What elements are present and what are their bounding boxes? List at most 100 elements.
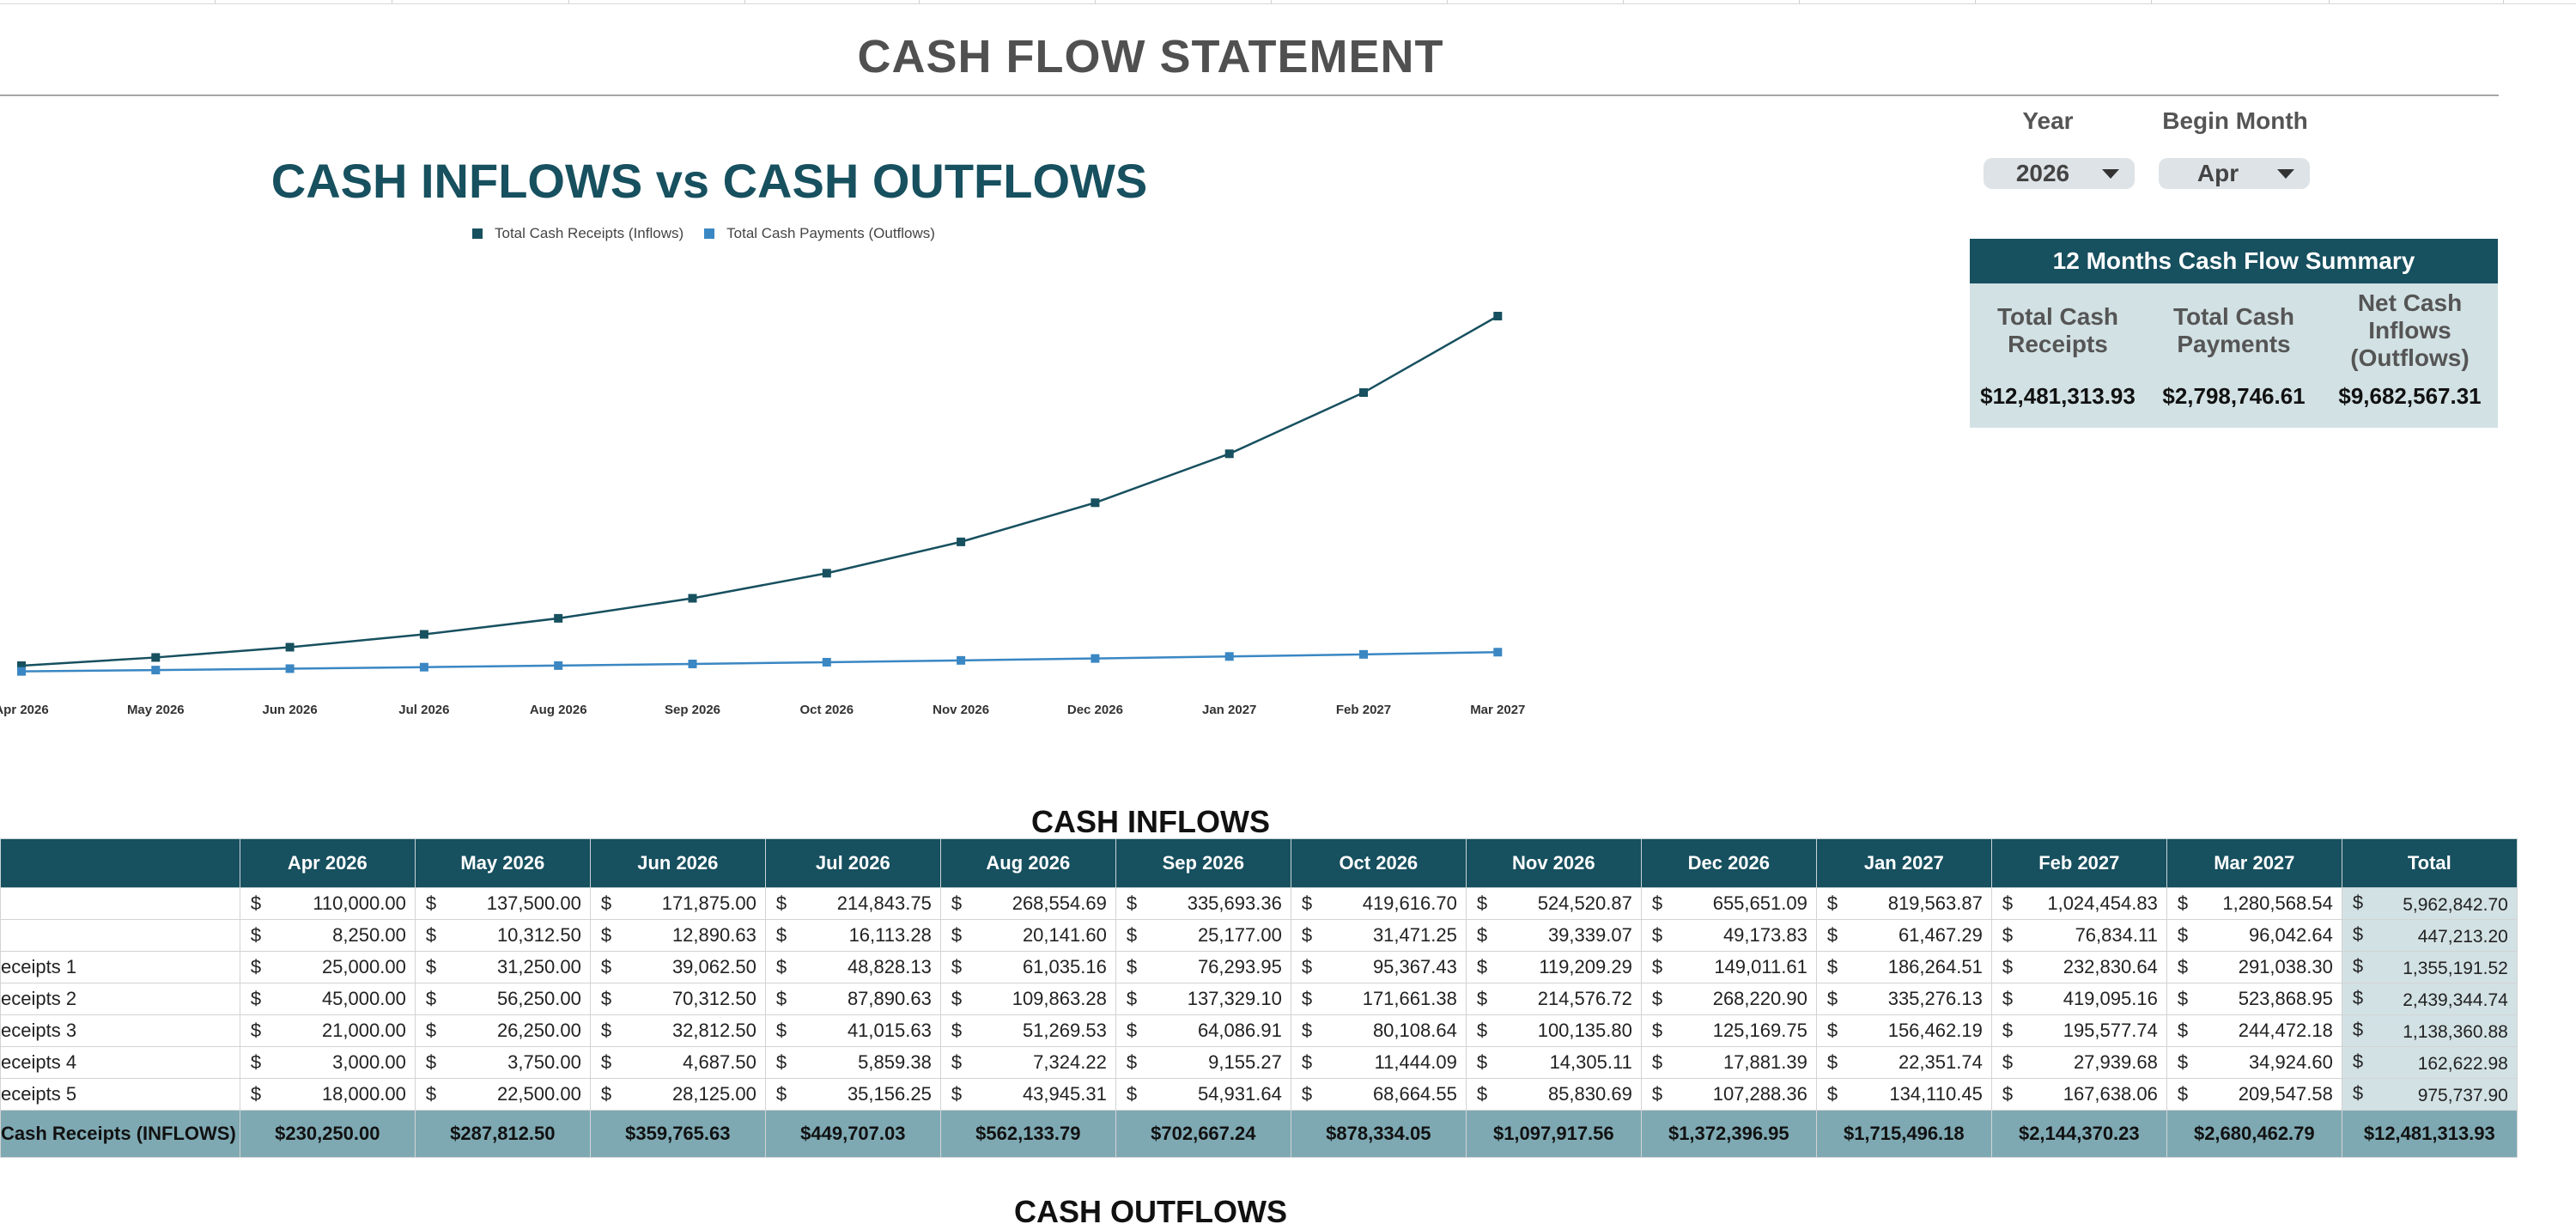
data-point-inflows[interactable]: [554, 613, 563, 623]
amount-cell[interactable]: $28,125.00: [589, 1078, 766, 1111]
total-cell[interactable]: $2,144,370.23: [1990, 1110, 2167, 1158]
amount-cell[interactable]: $137,329.10: [1115, 983, 1291, 1015]
amount-cell[interactable]: $244,472.18: [2166, 1014, 2342, 1047]
amount-cell[interactable]: $43,945.31: [939, 1078, 1116, 1111]
amount-cell[interactable]: $70,312.50: [589, 983, 766, 1015]
amount-cell[interactable]: $54,931.64: [1115, 1078, 1291, 1111]
amount-cell[interactable]: $17,881.39: [1640, 1046, 1817, 1079]
amount-cell[interactable]: $27,939.68: [1990, 1046, 2167, 1079]
total-cell[interactable]: $287,812.50: [414, 1110, 591, 1158]
amount-cell[interactable]: $291,038.30: [2166, 951, 2342, 983]
data-point-outflows[interactable]: [554, 661, 563, 670]
data-point-outflows[interactable]: [1493, 648, 1503, 657]
amount-cell[interactable]: $819,563.87: [1815, 887, 1992, 920]
amount-cell[interactable]: $39,062.50: [589, 951, 766, 983]
amount-cell[interactable]: $1,024,454.83: [1990, 887, 2167, 920]
data-point-inflows[interactable]: [285, 642, 295, 652]
data-point-inflows[interactable]: [1493, 312, 1503, 320]
amount-cell[interactable]: $107,288.36: [1640, 1078, 1817, 1111]
row-label[interactable]: eceipts 2: [0, 983, 240, 1015]
amount-cell[interactable]: $31,471.25: [1290, 919, 1467, 952]
row-label[interactable]: eceipts 5: [0, 1078, 240, 1111]
row-total-cell[interactable]: $162,622.98: [2341, 1046, 2518, 1079]
amount-cell[interactable]: $3,000.00: [239, 1046, 416, 1079]
amount-cell[interactable]: $22,500.00: [414, 1078, 591, 1111]
amount-cell[interactable]: $5,859.38: [764, 1046, 941, 1079]
data-point-inflows[interactable]: [419, 630, 428, 639]
row-label[interactable]: [0, 887, 240, 920]
total-cell[interactable]: $449,707.03: [764, 1110, 941, 1158]
amount-cell[interactable]: $419,616.70: [1290, 887, 1467, 920]
amount-cell[interactable]: $41,015.63: [764, 1014, 941, 1047]
data-point-outflows[interactable]: [1091, 654, 1100, 663]
amount-cell[interactable]: $335,276.13: [1815, 983, 1992, 1015]
data-point-outflows[interactable]: [822, 657, 831, 667]
amount-cell[interactable]: $76,834.11: [1990, 919, 2167, 952]
amount-cell[interactable]: $7,324.22: [939, 1046, 1116, 1079]
row-label[interactable]: [0, 919, 240, 952]
amount-cell[interactable]: $125,169.75: [1640, 1014, 1817, 1047]
row-total-cell[interactable]: $1,355,191.52: [2341, 951, 2518, 983]
row-total-cell[interactable]: $1,138,360.88: [2341, 1014, 2518, 1047]
amount-cell[interactable]: $156,462.19: [1815, 1014, 1992, 1047]
amount-cell[interactable]: $10,312.50: [414, 919, 591, 952]
amount-cell[interactable]: $137,500.00: [414, 887, 591, 920]
amount-cell[interactable]: $68,664.55: [1290, 1078, 1467, 1111]
row-total-cell[interactable]: $447,213.20: [2341, 919, 2518, 952]
amount-cell[interactable]: $80,108.64: [1290, 1014, 1467, 1047]
row-label[interactable]: eceipts 4: [0, 1046, 240, 1079]
data-point-outflows[interactable]: [17, 667, 26, 676]
amount-cell[interactable]: $20,141.60: [939, 919, 1116, 952]
amount-cell[interactable]: $3,750.00: [414, 1046, 591, 1079]
amount-cell[interactable]: $25,000.00: [239, 951, 416, 983]
amount-cell[interactable]: $18,000.00: [239, 1078, 416, 1111]
data-point-inflows[interactable]: [957, 537, 966, 546]
amount-cell[interactable]: $22,351.74: [1815, 1046, 1992, 1079]
begin-month-dropdown[interactable]: Apr: [2159, 158, 2310, 189]
amount-cell[interactable]: $8,250.00: [239, 919, 416, 952]
total-cell[interactable]: $1,715,496.18: [1815, 1110, 1992, 1158]
amount-cell[interactable]: $45,000.00: [239, 983, 416, 1015]
amount-cell[interactable]: $25,177.00: [1115, 919, 1291, 952]
row-total-cell[interactable]: $5,962,842.70: [2341, 887, 2518, 920]
amount-cell[interactable]: $214,576.72: [1465, 983, 1642, 1015]
amount-cell[interactable]: $87,890.63: [764, 983, 941, 1015]
amount-cell[interactable]: $26,250.00: [414, 1014, 591, 1047]
data-point-inflows[interactable]: [822, 569, 831, 578]
amount-cell[interactable]: $134,110.45: [1815, 1078, 1992, 1111]
amount-cell[interactable]: $56,250.00: [414, 983, 591, 1015]
amount-cell[interactable]: $34,924.60: [2166, 1046, 2342, 1079]
amount-cell[interactable]: $31,250.00: [414, 951, 591, 983]
amount-cell[interactable]: $523,868.95: [2166, 983, 2342, 1015]
amount-cell[interactable]: $232,830.64: [1990, 951, 2167, 983]
row-total-cell[interactable]: $975,737.90: [2341, 1078, 2518, 1111]
amount-cell[interactable]: $32,812.50: [589, 1014, 766, 1047]
data-point-inflows[interactable]: [151, 653, 161, 662]
amount-cell[interactable]: $61,035.16: [939, 951, 1116, 983]
amount-cell[interactable]: $51,269.53: [939, 1014, 1116, 1047]
amount-cell[interactable]: $64,086.91: [1115, 1014, 1291, 1047]
amount-cell[interactable]: $109,863.28: [939, 983, 1116, 1015]
amount-cell[interactable]: $335,693.36: [1115, 887, 1291, 920]
data-point-outflows[interactable]: [419, 662, 428, 672]
amount-cell[interactable]: $11,444.09: [1290, 1046, 1467, 1079]
amount-cell[interactable]: $39,339.07: [1465, 919, 1642, 952]
amount-cell[interactable]: $110,000.00: [239, 887, 416, 920]
amount-cell[interactable]: $96,042.64: [2166, 919, 2342, 952]
data-point-inflows[interactable]: [1224, 449, 1234, 459]
amount-cell[interactable]: $195,577.74: [1990, 1014, 2167, 1047]
amount-cell[interactable]: $16,113.28: [764, 919, 941, 952]
data-point-inflows[interactable]: [1091, 498, 1100, 508]
amount-cell[interactable]: $35,156.25: [764, 1078, 941, 1111]
amount-cell[interactable]: $655,651.09: [1640, 887, 1817, 920]
row-label[interactable]: eceipts 1: [0, 951, 240, 983]
amount-cell[interactable]: $119,209.29: [1465, 951, 1642, 983]
total-cell[interactable]: $230,250.00: [239, 1110, 416, 1158]
row-total-cell[interactable]: $2,439,344.74: [2341, 983, 2518, 1015]
total-cell[interactable]: $2,680,462.79: [2166, 1110, 2342, 1158]
data-point-outflows[interactable]: [1224, 652, 1234, 661]
total-cell[interactable]: $1,097,917.56: [1465, 1110, 1642, 1158]
amount-cell[interactable]: $14,305.11: [1465, 1046, 1642, 1079]
amount-cell[interactable]: $100,135.80: [1465, 1014, 1642, 1047]
data-point-outflows[interactable]: [957, 655, 966, 665]
